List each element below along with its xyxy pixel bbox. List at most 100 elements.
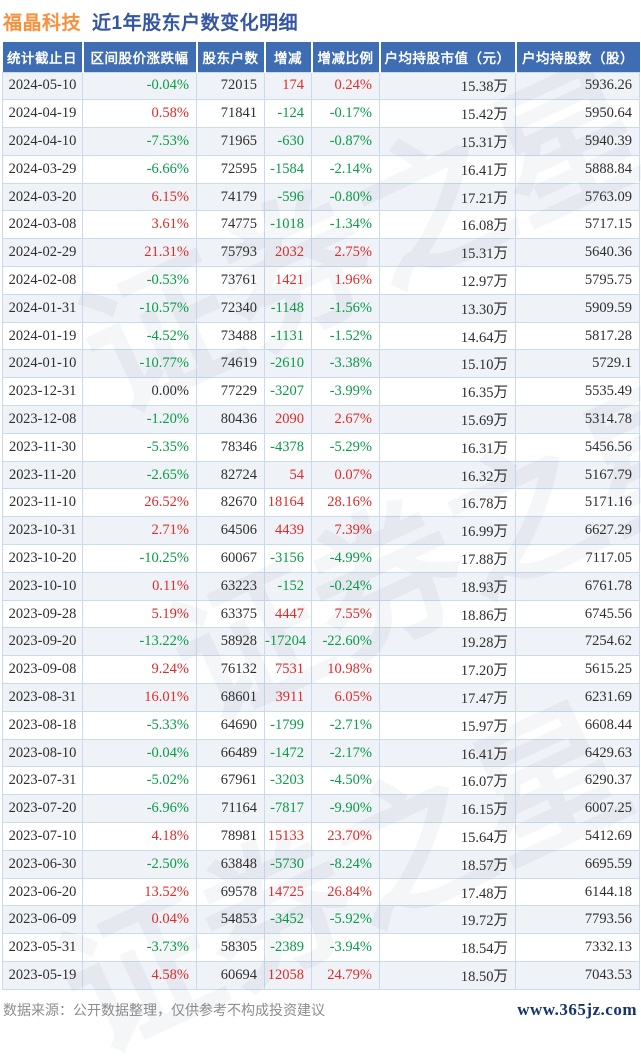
- cell-date: 2024-02-29: [2, 238, 83, 268]
- cell-holders: 58305: [196, 933, 265, 962]
- cell-price-change: -5.33%: [82, 710, 197, 740]
- cell-date: 2023-10-31: [2, 516, 83, 546]
- cell-market-value: 16.32万: [379, 460, 516, 490]
- table-row: 2023-08-18 -5.33% 64690 -1799 -2.71% 15.…: [2, 710, 640, 740]
- table-row: 2023-12-31 0.00% 77229 -3207 -3.99% 16.3…: [2, 377, 640, 407]
- cell-avg-shares: 5888.84: [515, 154, 640, 184]
- cell-market-value: 18.54万: [379, 933, 516, 962]
- cell-avg-shares: 5456.56: [515, 432, 640, 462]
- table-row: 2024-01-10 -10.77% 74619 -2610 -3.38% 15…: [2, 349, 640, 379]
- cell-date: 2024-03-20: [2, 182, 83, 212]
- cell-price-change: 0.58%: [82, 99, 197, 129]
- cell-delta-ratio: -2.14%: [311, 154, 380, 184]
- cell-holders: 63375: [196, 599, 265, 629]
- cell-holders: 64506: [196, 516, 265, 546]
- cell-delta-ratio: -0.17%: [311, 99, 380, 129]
- cell-delta: 14725: [264, 877, 312, 907]
- cell-market-value: 19.28万: [379, 627, 516, 657]
- table-row: 2023-10-20 -10.25% 60067 -3156 -4.99% 17…: [2, 544, 640, 573]
- cell-delta: -1799: [264, 710, 312, 740]
- cell-date: 2023-07-10: [2, 822, 83, 851]
- cell-market-value: 18.93万: [379, 571, 516, 601]
- cell-price-change: 26.52%: [82, 488, 197, 518]
- cell-market-value: 12.97万: [379, 266, 516, 295]
- cell-market-value: 17.47万: [379, 683, 516, 712]
- cell-delta-ratio: 24.79%: [311, 961, 380, 990]
- cell-avg-shares: 5167.79: [515, 460, 640, 490]
- cell-price-change: -7.53%: [82, 127, 197, 156]
- cell-delta-ratio: -9.90%: [311, 794, 380, 824]
- cell-avg-shares: 7332.13: [515, 933, 640, 962]
- cell-holders: 78346: [196, 432, 265, 462]
- cell-avg-shares: 5795.75: [515, 266, 640, 295]
- cell-market-value: 15.42万: [379, 99, 516, 129]
- cell-delta-ratio: -0.80%: [311, 182, 380, 212]
- table-header: 统计截止日 区间股价涨跌幅 股东户数 增减 增减比例 户均持股市值（元） 户均持…: [2, 42, 640, 72]
- cell-delta: -3203: [264, 766, 312, 796]
- cell-price-change: -6.66%: [82, 154, 197, 184]
- cell-avg-shares: 5950.64: [515, 99, 640, 129]
- cell-market-value: 17.48万: [379, 877, 516, 907]
- col-header-market-value: 户均持股市值（元）: [379, 42, 517, 72]
- cell-date: 2023-12-31: [2, 377, 83, 407]
- cell-avg-shares: 5936.26: [515, 71, 640, 101]
- cell-holders: 60067: [196, 544, 265, 573]
- cell-price-change: 5.19%: [82, 599, 197, 629]
- shareholder-table: 统计截止日 区间股价涨跌幅 股东户数 增减 增减比例 户均持股市值（元） 户均持…: [2, 42, 640, 990]
- cell-delta-ratio: -1.56%: [311, 293, 380, 323]
- page-title: 福晶科技 近1年股东户数变化明细: [0, 0, 641, 42]
- cell-avg-shares: 7793.56: [515, 905, 640, 935]
- cell-delta: 3911: [264, 683, 312, 712]
- cell-delta: -2610: [264, 349, 312, 379]
- cell-date: 2024-02-08: [2, 266, 83, 295]
- cell-market-value: 17.20万: [379, 655, 516, 685]
- cell-date: 2023-09-20: [2, 627, 83, 657]
- cell-holders: 72595: [196, 154, 265, 184]
- cell-delta-ratio: 1.96%: [311, 266, 380, 295]
- cell-holders: 82670: [196, 488, 265, 518]
- cell-avg-shares: 5615.25: [515, 655, 640, 685]
- cell-price-change: -13.22%: [82, 627, 197, 657]
- table-row: 2023-11-20 -2.65% 82724 54 0.07% 16.32万 …: [2, 460, 640, 490]
- col-header-delta: 增减: [264, 42, 313, 72]
- cell-delta: 12058: [264, 961, 312, 990]
- cell-avg-shares: 6745.56: [515, 599, 640, 629]
- cell-delta-ratio: -3.99%: [311, 377, 380, 407]
- cell-date: 2023-12-08: [2, 405, 83, 434]
- cell-market-value: 18.50万: [379, 961, 516, 990]
- cell-holders: 71164: [196, 794, 265, 824]
- table-row: 2023-12-08 -1.20% 80436 2090 2.67% 15.69…: [2, 405, 640, 434]
- cell-market-value: 18.57万: [379, 849, 516, 879]
- cell-market-value: 16.31万: [379, 432, 516, 462]
- cell-date: 2023-10-10: [2, 571, 83, 601]
- table-row: 2024-01-31 -10.57% 72340 -1148 -1.56% 13…: [2, 293, 640, 323]
- table-row: 2023-10-10 0.11% 63223 -152 -0.24% 18.93…: [2, 571, 640, 601]
- cell-holders: 63848: [196, 849, 265, 879]
- table-row: 2024-05-10 -0.04% 72015 174 0.24% 15.38万…: [2, 71, 640, 101]
- cell-date: 2023-09-28: [2, 599, 83, 629]
- cell-date: 2023-07-31: [2, 766, 83, 796]
- cell-avg-shares: 5535.49: [515, 377, 640, 407]
- cell-delta-ratio: -3.94%: [311, 933, 380, 962]
- cell-price-change: 2.71%: [82, 516, 197, 546]
- cell-holders: 78981: [196, 822, 265, 851]
- cell-market-value: 18.86万: [379, 599, 516, 629]
- cell-avg-shares: 5909.59: [515, 293, 640, 323]
- cell-delta: -4378: [264, 432, 312, 462]
- col-header-change: 区间股价涨跌幅: [82, 42, 198, 72]
- cell-market-value: 15.31万: [379, 238, 516, 268]
- table-row: 2024-02-29 21.31% 75793 2032 2.75% 15.31…: [2, 238, 640, 268]
- cell-holders: 77229: [196, 377, 265, 407]
- site-url: www.365jz.com: [517, 999, 637, 1019]
- col-header-ratio: 增减比例: [311, 42, 381, 72]
- cell-avg-shares: 5171.16: [515, 488, 640, 518]
- table-row: 2023-07-31 -5.02% 67961 -3203 -4.50% 16.…: [2, 766, 640, 796]
- cell-price-change: -2.65%: [82, 460, 197, 490]
- cell-delta: -1131: [264, 321, 312, 351]
- cell-delta-ratio: 23.70%: [311, 822, 380, 851]
- cell-delta-ratio: -1.34%: [311, 210, 380, 240]
- cell-avg-shares: 6761.78: [515, 571, 640, 601]
- cell-price-change: 4.58%: [82, 961, 197, 990]
- cell-delta-ratio: -8.24%: [311, 849, 380, 879]
- cell-holders: 58928: [196, 627, 265, 657]
